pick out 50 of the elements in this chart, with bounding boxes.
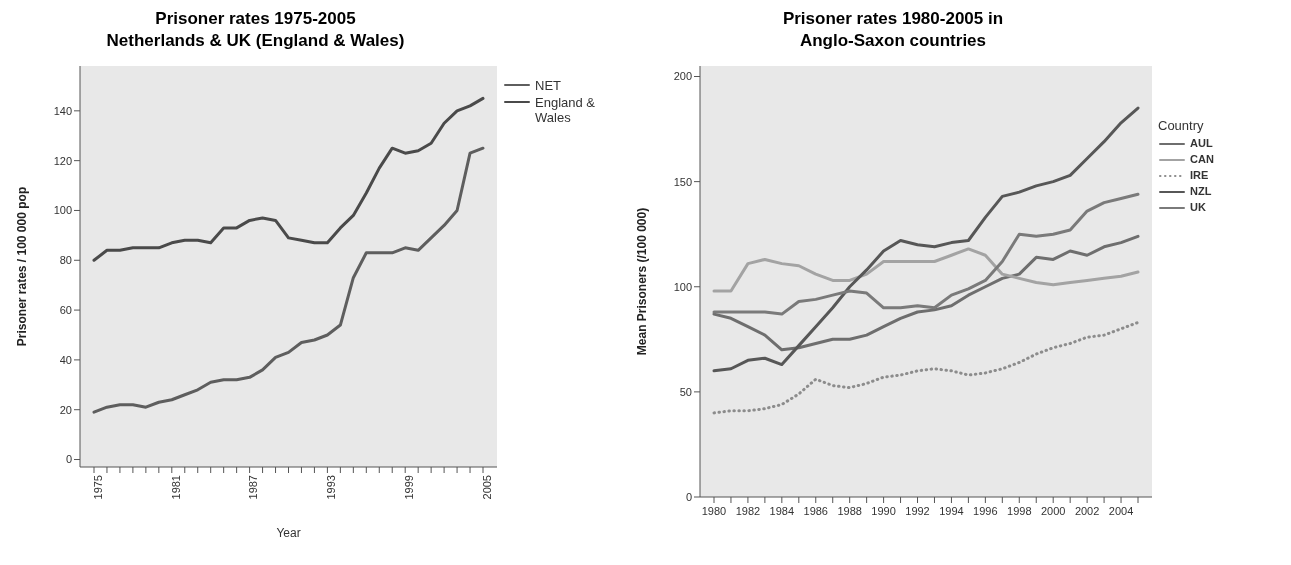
- x-tick-label: 1982: [735, 504, 761, 517]
- y-tick-label: 0: [65, 453, 72, 466]
- y-tick-label: 60: [59, 303, 72, 316]
- x-tick-label: 1990: [871, 504, 896, 517]
- y-tick-label: 200: [673, 70, 692, 83]
- legend-label: CAN: [1190, 153, 1214, 165]
- y-tick-label: 150: [673, 175, 692, 188]
- x-tick-label: 1994: [939, 504, 964, 517]
- x-tick-label: 1975: [91, 475, 104, 500]
- y-tick-label: 50: [679, 385, 692, 398]
- x-tick-label: 1998: [1007, 504, 1032, 517]
- y-tick-label: 0: [685, 490, 692, 503]
- chart-title: Prisoner rates 1980-2005 in Anglo-Saxon countries: [781, 8, 1005, 52]
- legend-label: NET: [535, 78, 561, 93]
- x-tick-label: 1980: [701, 504, 727, 517]
- line-series: [712, 321, 1140, 415]
- x-tick-label: 1987: [247, 475, 260, 500]
- y-tick-label: 100: [53, 204, 72, 217]
- x-tick-label: 1999: [403, 475, 416, 500]
- x-tick-label: 1981: [169, 475, 182, 500]
- x-tick-label: 1992: [905, 504, 930, 517]
- y-tick-label: 100: [673, 280, 692, 293]
- legend-label: IRE: [1190, 169, 1209, 181]
- y-tick-label: 140: [53, 104, 72, 117]
- y-tick-label: 40: [59, 353, 72, 366]
- legend-label: England & Wales: [535, 95, 596, 125]
- line-series: [92, 96, 485, 262]
- legend-label: UK: [1190, 201, 1206, 213]
- x-tick-label: 1988: [837, 504, 862, 517]
- x-tick-label: 2000: [1040, 504, 1066, 517]
- line-series: [712, 106, 1140, 373]
- y-tick-label: 120: [53, 154, 72, 167]
- legend-label: AUL: [1190, 137, 1213, 149]
- y-tick-label: 80: [59, 254, 72, 267]
- x-tick-label: 1986: [803, 504, 828, 517]
- x-axis-title: Year: [276, 526, 301, 540]
- x-tick-label: 2005: [480, 475, 493, 500]
- x-tick-label: 1984: [769, 504, 795, 517]
- y-tick-label: 20: [59, 403, 72, 416]
- x-tick-label: 1996: [973, 504, 998, 517]
- x-tick-label: 2004: [1108, 504, 1134, 517]
- line-series: [712, 247, 1140, 293]
- x-tick-label: 1993: [325, 475, 338, 500]
- x-tick-label: 2002: [1074, 504, 1100, 517]
- legend-title: Country: [1158, 118, 1205, 133]
- chart-title: Prisoner rates 1975-2005 Netherlands & UK (England & Wales): [105, 8, 406, 52]
- y-axis-title: Mean Prisoners (/100 000): [635, 207, 650, 356]
- line-series: [92, 146, 485, 414]
- y-axis-title: Prisoner rates / 100 000 pop: [15, 186, 30, 347]
- legend-label: NZL: [1190, 185, 1212, 197]
